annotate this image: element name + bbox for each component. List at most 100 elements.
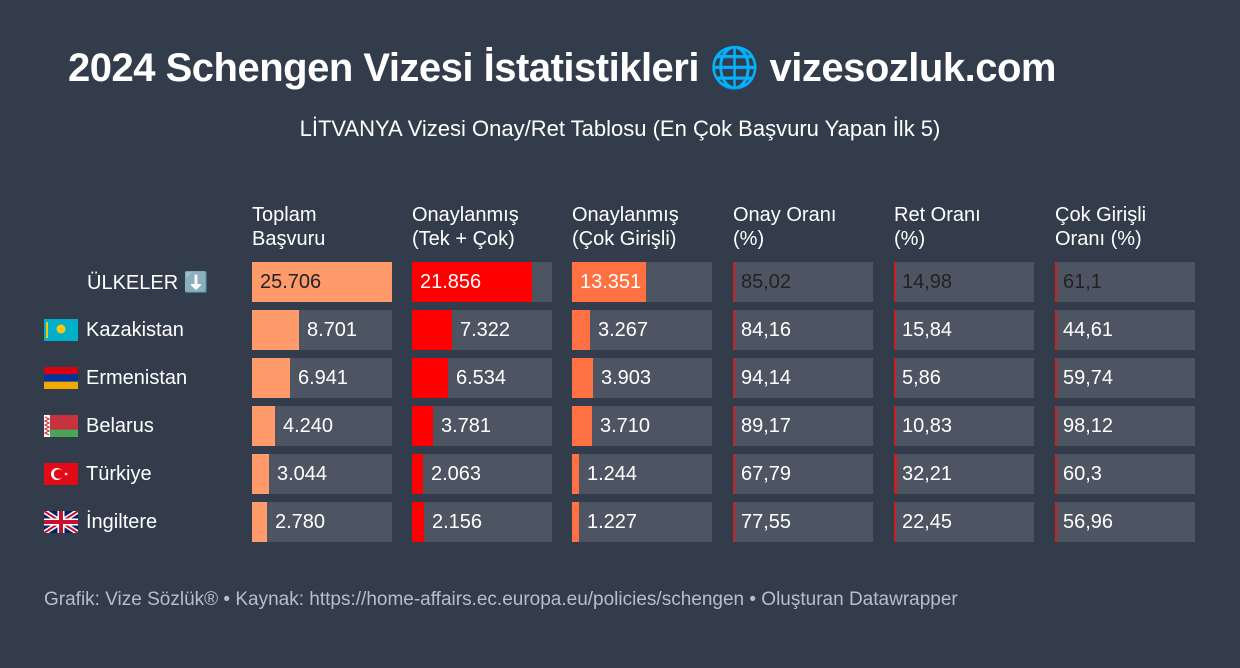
cell-value: 5,86 — [902, 367, 941, 389]
chart-title: 2024 Schengen Vizesi İstatistikleri 🌐 vi… — [68, 46, 1056, 90]
cell-value: 1.227 — [587, 511, 638, 533]
table-cell: 77,55 — [733, 502, 873, 542]
value-bar — [572, 310, 590, 350]
cell-value: 3.044 — [277, 463, 328, 485]
value-bar — [252, 310, 299, 350]
table-cell: 89,17 — [733, 406, 873, 446]
table-cell: 67,79 — [733, 454, 873, 494]
cell-value: 8.701 — [307, 319, 358, 341]
cell-value: 15,84 — [902, 319, 953, 341]
table-cell: 15,84 — [894, 310, 1034, 350]
table-cell: 21.856 — [412, 262, 552, 302]
country-label: Kazakistan — [44, 310, 244, 350]
column-header: Ret Oranı (%) — [894, 204, 981, 250]
table-cell: 59,74 — [1055, 358, 1195, 398]
column-header: Çok Girişli Oranı (%) — [1055, 204, 1147, 250]
table-cell: 3.044 — [252, 454, 392, 494]
cell-value: 2.063 — [431, 463, 482, 485]
cell-value: 3.710 — [600, 415, 651, 437]
rate-tick — [894, 454, 897, 494]
rate-tick — [733, 358, 735, 398]
value-bar — [572, 406, 592, 446]
cell-value: 13.351 — [580, 271, 642, 293]
cell-value: 98,12 — [1063, 415, 1114, 437]
value-bar — [252, 502, 267, 542]
cell-value: 59,74 — [1063, 367, 1114, 389]
value-bar — [572, 358, 593, 398]
rate-tick — [894, 406, 896, 446]
rate-tick — [733, 454, 735, 494]
table-cell: 10,83 — [894, 406, 1034, 446]
value-bar — [252, 454, 269, 494]
value-bar — [412, 454, 423, 494]
table-cell: 3.781 — [412, 406, 552, 446]
table-cell: 1.227 — [572, 502, 712, 542]
cell-value: 6.534 — [456, 367, 507, 389]
country-label: İngiltere — [42, 502, 244, 542]
cell-value: 3.903 — [601, 367, 652, 389]
cell-value: 21.856 — [420, 271, 482, 293]
cell-value: 22,45 — [902, 511, 953, 533]
table-cell: 2.156 — [412, 502, 552, 542]
value-bar — [572, 454, 579, 494]
table-cell: 25.706 — [252, 262, 392, 302]
table-cell: 7.322 — [412, 310, 552, 350]
country-name: Ermenistan — [86, 366, 188, 389]
table-cell: 6.534 — [412, 358, 552, 398]
chart-subtitle: LİTVANYA Vizesi Onay/Ret Tablosu (En Çok… — [299, 116, 941, 141]
country-label: Ermenistan — [44, 358, 244, 398]
rate-tick — [733, 310, 735, 350]
cell-value: 14,98 — [902, 271, 953, 293]
value-bar — [412, 406, 433, 446]
value-bar — [412, 262, 532, 302]
cell-value: 7.322 — [460, 319, 511, 341]
table-cell: 56,96 — [1055, 502, 1195, 542]
cell-value: 1.244 — [587, 463, 638, 485]
table-cell: 44,61 — [1055, 310, 1195, 350]
cell-value: 85,02 — [741, 271, 792, 293]
table-cell: 3.903 — [572, 358, 712, 398]
cell-value: 84,16 — [741, 319, 792, 341]
table-cell: 61,1 — [1055, 262, 1195, 302]
cell-value: 89,17 — [741, 415, 792, 437]
table-cell: 8.701 — [252, 310, 392, 350]
value-bar — [412, 310, 452, 350]
cell-value: 2.780 — [275, 511, 326, 533]
cell-value: 10,83 — [902, 415, 953, 437]
value-bar — [252, 406, 275, 446]
table-cell: 3.710 — [572, 406, 712, 446]
cell-value: 3.781 — [441, 415, 492, 437]
column-header: Onay Oranı (%) — [733, 204, 837, 250]
table-cell: 2.780 — [252, 502, 392, 542]
table-cell: 1.244 — [572, 454, 712, 494]
gb-flag-icon — [42, 508, 80, 536]
table-cell: 13.351 — [572, 262, 712, 302]
rate-tick — [733, 262, 735, 302]
value-bar — [412, 358, 448, 398]
rate-tick — [733, 406, 735, 446]
table-cell: 94,14 — [733, 358, 873, 398]
country-name: İngiltere — [86, 510, 158, 533]
column-header: Onaylanmış (Tek + Çok) — [412, 204, 519, 250]
column-header: Onaylanmış (Çok Girişli) — [572, 204, 679, 250]
rate-tick — [894, 262, 896, 302]
country-name: Belarus — [86, 414, 154, 437]
rate-tick — [1055, 310, 1057, 350]
value-bar — [572, 502, 579, 542]
rate-tick — [1055, 358, 1057, 398]
table-cell: 5,86 — [894, 358, 1034, 398]
cell-value: 67,79 — [741, 463, 792, 485]
cell-value: 44,61 — [1063, 319, 1114, 341]
value-bar — [572, 262, 646, 302]
cell-value: 4.240 — [283, 415, 334, 437]
countries-header-label: ÜLKELER ⬇️ — [44, 262, 287, 302]
table-cell: 4.240 — [252, 406, 392, 446]
am-flag-icon — [44, 367, 78, 389]
cell-value: 77,55 — [741, 511, 792, 533]
rate-tick — [733, 502, 735, 542]
table-cell: 60,3 — [1055, 454, 1195, 494]
column-header: Toplam Başvuru — [252, 204, 326, 250]
kz-flag-icon — [44, 319, 78, 341]
cell-value: 61,1 — [1063, 271, 1102, 293]
countries-header-text: ÜLKELER ⬇️ — [87, 271, 209, 294]
